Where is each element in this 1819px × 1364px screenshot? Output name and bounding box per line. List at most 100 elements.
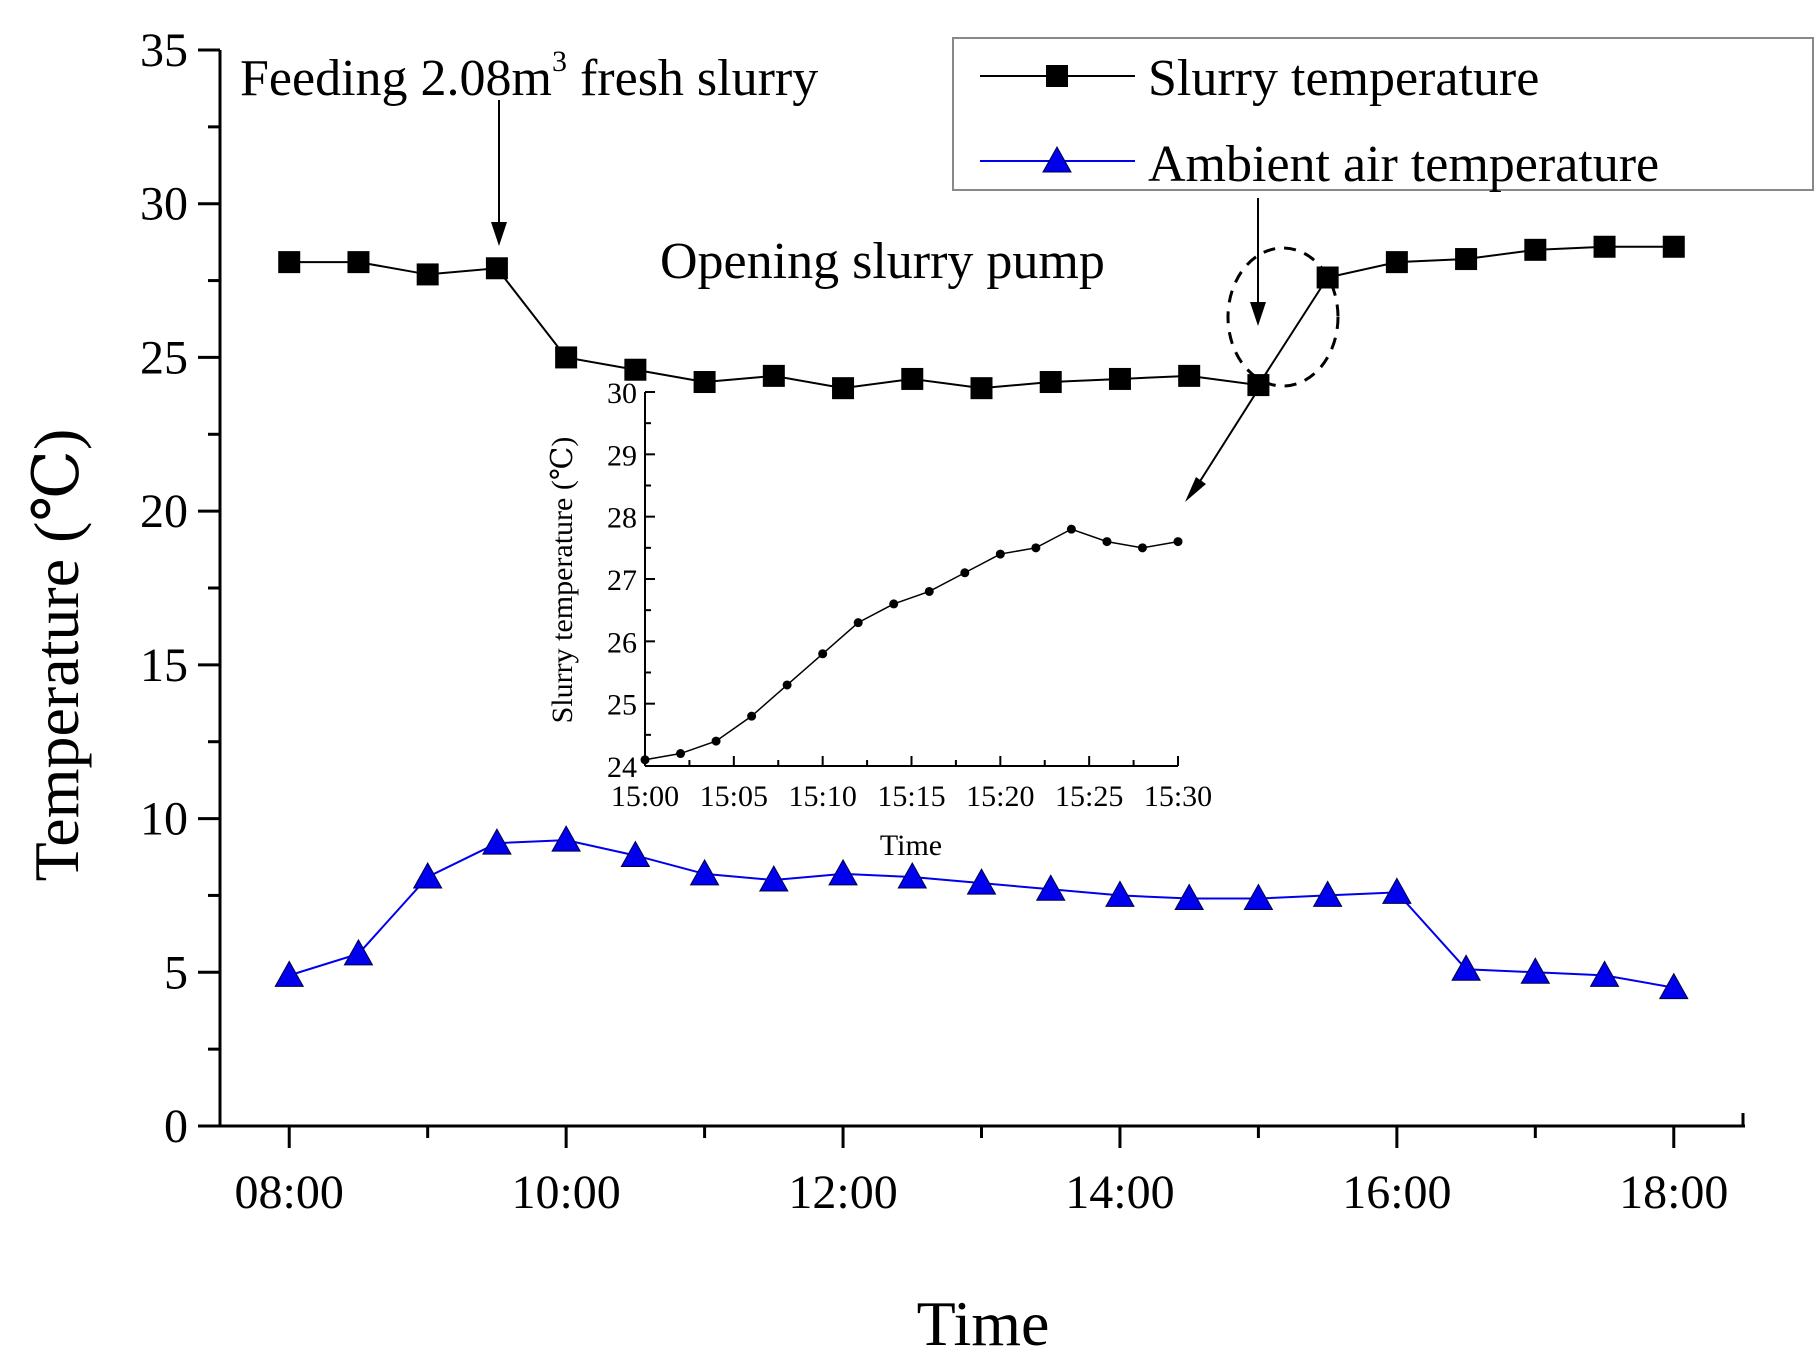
data-point-ambient xyxy=(1589,960,1620,987)
inset-data-point xyxy=(818,649,828,659)
inset-x-tick-label: 15:05 xyxy=(700,780,768,813)
data-point-slurry xyxy=(762,364,785,387)
data-point-ambient xyxy=(1312,880,1343,907)
inset-data-point xyxy=(676,749,686,759)
data-point-slurry xyxy=(624,358,647,381)
main-x-tick-label: 08:00 xyxy=(235,1166,344,1219)
inset-y-tick-label: 29 xyxy=(607,439,637,472)
data-point-ambient xyxy=(966,868,997,895)
data-point-ambient xyxy=(482,828,512,855)
inset-x-axis-title: Time xyxy=(880,829,942,862)
pump-annotation: Opening slurry pump xyxy=(660,233,1105,290)
legend-marker-slurry xyxy=(1046,65,1068,87)
legend-marker-ambient xyxy=(1042,145,1072,173)
legend-box xyxy=(952,37,1814,191)
x-axis-title: Time xyxy=(917,1288,1050,1359)
data-point-ambient xyxy=(1382,877,1412,904)
inset-data-point xyxy=(782,680,792,690)
main-y-tick-label: 30 xyxy=(140,178,188,231)
zoom-region-circle xyxy=(1226,246,1340,388)
data-point-slurry xyxy=(1593,235,1616,258)
data-point-slurry xyxy=(1178,364,1201,387)
inset-data-point xyxy=(924,586,934,596)
legend-label-ambient: Ambient air temperature xyxy=(1148,136,1659,193)
inset-x-tick-label: 15:10 xyxy=(788,780,856,813)
y-axis-title: Temperature (℃) xyxy=(21,429,92,882)
annotations: Feeding 2.08m3 fresh slurry Opening slur… xyxy=(240,45,1340,502)
data-point-slurry xyxy=(1039,371,1062,394)
legend: Slurry temperature Ambient air temperatu… xyxy=(952,37,1814,193)
data-point-ambient xyxy=(1451,954,1481,981)
data-point-slurry xyxy=(1662,235,1685,258)
data-point-ambient xyxy=(1174,883,1205,911)
data-point-slurry xyxy=(970,377,993,400)
data-point-ambient xyxy=(897,861,928,889)
inset-data-point xyxy=(853,618,863,628)
data-point-ambient xyxy=(1035,874,1066,901)
feeding-annotation: Feeding 2.08m3 fresh slurry xyxy=(240,45,818,107)
inset-chart: 24 25 26 27 28 29 30 15:00 15:05 15:10 15:15 15:20… xyxy=(546,377,1212,862)
feeding-annotation-superscript: 3 xyxy=(552,45,567,78)
inset-y-tick-label: 28 xyxy=(607,502,637,535)
data-point-slurry xyxy=(278,251,301,274)
feeding-arrow xyxy=(491,100,507,246)
main-y-tick-label: 5 xyxy=(164,946,188,999)
data-point-ambient xyxy=(1520,957,1551,984)
data-point-slurry xyxy=(693,371,716,394)
inset-y-axis-title: Slurry temperature (℃) xyxy=(546,437,579,724)
data-point-slurry xyxy=(347,251,370,274)
data-point-slurry xyxy=(1108,367,1131,390)
data-point-ambient xyxy=(343,938,374,966)
main-x-tick-label: 10:00 xyxy=(511,1166,620,1219)
pump-arrow xyxy=(1250,198,1266,326)
inset-data-point xyxy=(1102,537,1112,547)
inset-y-tick-label: 27 xyxy=(607,564,637,597)
data-point-slurry xyxy=(555,346,578,369)
inset-x-tick-label: 15:15 xyxy=(877,780,945,813)
main-y-tick-label: 0 xyxy=(164,1100,188,1153)
zoom-arrow xyxy=(1185,373,1269,502)
data-point-slurry xyxy=(1385,251,1408,274)
inset-data-point xyxy=(960,568,970,578)
data-point-ambient xyxy=(620,840,651,867)
inset-x-tick-label: 15:25 xyxy=(1055,780,1123,813)
data-point-slurry xyxy=(1455,248,1478,271)
main-x-tick-label: 12:00 xyxy=(788,1166,897,1219)
data-point-ambient xyxy=(758,865,789,892)
inset-series-line xyxy=(644,528,1179,761)
data-point-slurry xyxy=(901,367,924,390)
feeding-annotation-prefix: Feeding 2.08m xyxy=(240,50,552,107)
main-y-tick-label: 20 xyxy=(140,485,188,538)
main-x-tick-label: 16:00 xyxy=(1342,1166,1451,1219)
inset-y-tick-label: 30 xyxy=(607,377,637,410)
main-plot: 0 5 10 15 20 25 30 35 08:00 10:00 12:00 14:00 16:00… xyxy=(21,24,1745,1359)
inset-data-point xyxy=(747,711,757,721)
data-point-slurry xyxy=(485,257,508,280)
data-point-ambient xyxy=(1243,883,1274,911)
data-point-ambient xyxy=(274,960,305,987)
main-x-tick-label: 14:00 xyxy=(1065,1166,1174,1219)
main-y-tick-label: 25 xyxy=(140,331,188,384)
feeding-annotation-suffix: fresh slurry xyxy=(567,50,818,107)
main-y-tick-label: 15 xyxy=(140,639,188,692)
inset-data-point xyxy=(995,549,1005,559)
main-y-tick-label: 35 xyxy=(140,24,188,77)
data-point-ambient xyxy=(1105,880,1135,907)
inset-data-point xyxy=(640,755,650,765)
data-point-ambient xyxy=(1658,972,1689,1000)
legend-label-slurry: Slurry temperature xyxy=(1148,50,1539,107)
data-point-ambient xyxy=(689,858,720,886)
inset-data-point xyxy=(1031,543,1041,553)
inset-x-tick-label: 15:30 xyxy=(1144,780,1212,813)
data-point-slurry xyxy=(1524,238,1547,261)
inset-data-point xyxy=(1066,524,1076,534)
inset-data-point xyxy=(1137,543,1147,553)
inset-y-tick-label: 24 xyxy=(607,751,637,784)
inset-x-tick-label: 15:00 xyxy=(611,780,679,813)
data-point-slurry xyxy=(832,377,855,400)
inset-y-tick-label: 26 xyxy=(607,626,637,659)
legend-entry-slurry: Slurry temperature xyxy=(980,50,1539,107)
legend-entry-ambient: Ambient air temperature xyxy=(980,136,1659,193)
